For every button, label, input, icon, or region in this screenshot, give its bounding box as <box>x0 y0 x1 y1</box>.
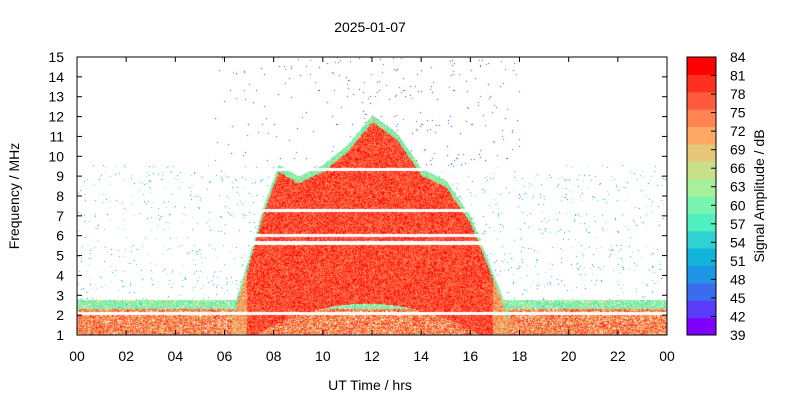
y-tick-label: 3 <box>56 287 64 303</box>
y-tick-label: 11 <box>49 128 64 144</box>
colorbar-segment <box>687 91 716 110</box>
y-tick-label: 8 <box>56 188 64 204</box>
colorbar-segment <box>687 265 716 284</box>
colorbar-frame <box>686 56 717 336</box>
colorbar-tick-label: 42 <box>730 308 746 324</box>
colorbar-segment <box>687 213 716 232</box>
y-tick-label: 4 <box>56 267 64 283</box>
x-tick-label: 06 <box>217 348 233 364</box>
x-tick-label: 08 <box>266 348 282 364</box>
colorbar <box>686 56 717 336</box>
y-axis-title: Frequency / MHz <box>6 143 22 250</box>
colorbar-tick-label: 78 <box>730 86 746 102</box>
x-tick-label: 04 <box>168 348 184 364</box>
colorbar-tick-label: 69 <box>730 142 746 158</box>
y-tick-label: 6 <box>56 228 64 244</box>
y-tick-label: 10 <box>48 148 64 164</box>
colorbar-tick-label: 63 <box>730 179 746 195</box>
colorbar-tick-label: 39 <box>730 327 746 343</box>
colorbar-tick-label: 84 <box>730 49 746 65</box>
y-tick-label: 9 <box>56 168 64 184</box>
colorbar-tick-label: 57 <box>730 216 746 232</box>
y-tick-label: 12 <box>48 109 64 125</box>
x-axis: 00 02 04 06 08 10 12 14 16 18 20 22 00 <box>69 57 675 364</box>
colorbar-tick-label: 60 <box>730 197 746 213</box>
spectrogram-raster <box>77 57 667 335</box>
x-axis-title: UT Time / hrs <box>328 377 412 393</box>
chart-title: 2025-01-07 <box>334 19 406 35</box>
x-tick-label: 02 <box>118 348 134 364</box>
x-tick-label: 14 <box>413 348 429 364</box>
colorbar-tick-label: 48 <box>730 271 746 287</box>
colorbar-segment <box>687 109 716 127</box>
y-tick-label: 15 <box>48 49 64 65</box>
colorbar-segment <box>687 126 716 145</box>
colorbar-tick-label: 75 <box>730 105 746 121</box>
colorbar-segment <box>687 178 716 197</box>
y-tick-label: 1 <box>56 327 64 343</box>
colorbar-segment <box>687 57 716 75</box>
y-tick-label: 13 <box>48 89 64 105</box>
colorbar-ticks: 39 42 45 48 51 54 57 60 63 66 69 72 75 78 81 84 <box>711 49 746 343</box>
colorbar-tick-label: 81 <box>730 68 746 84</box>
colorbar-segment <box>687 143 716 162</box>
colorbar-tick-label: 72 <box>730 123 746 139</box>
colorbar-segment <box>687 196 716 214</box>
colorbar-segment <box>687 230 716 249</box>
x-tick-label: 10 <box>315 348 331 364</box>
x-tick-label: 18 <box>512 348 528 364</box>
x-tick-label: 20 <box>561 348 577 364</box>
plot-area <box>76 56 668 336</box>
colorbar-segment <box>687 300 716 319</box>
y-tick-label: 2 <box>56 307 64 323</box>
x-tick-label: 00 <box>659 348 675 364</box>
colorbar-tick-label: 54 <box>730 234 746 250</box>
colorbar-segment <box>687 161 716 180</box>
colorbar-segment <box>687 74 716 93</box>
x-tick-label: 00 <box>69 348 85 364</box>
colorbar-segment <box>687 248 716 266</box>
colorbar-segment <box>687 317 716 336</box>
y-tick-label: 5 <box>56 248 64 264</box>
y-tick-label: 14 <box>48 69 64 85</box>
colorbar-tick-label: 45 <box>730 290 746 306</box>
y-tick-label: 7 <box>56 208 64 224</box>
x-tick-label: 12 <box>364 348 380 364</box>
x-tick-label: 22 <box>610 348 626 364</box>
colorbar-tick-label: 66 <box>730 160 746 176</box>
colorbar-title: Signal Amplitude / dB <box>751 129 767 262</box>
x-tick-label: 16 <box>463 348 479 364</box>
colorbar-tick-label: 51 <box>730 253 746 269</box>
colorbar-segment <box>687 282 716 301</box>
